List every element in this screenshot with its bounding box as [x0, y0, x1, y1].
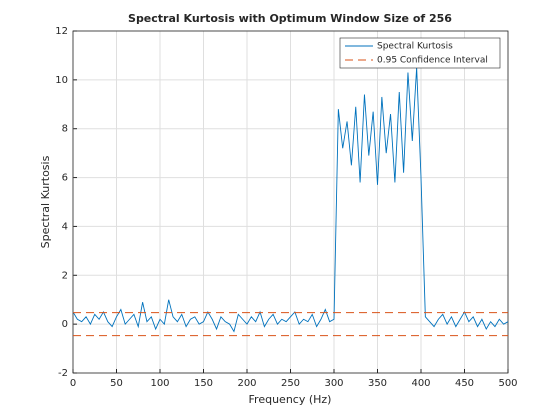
chart-title: Spectral Kurtosis with Optimum Window Si…: [128, 12, 452, 25]
y-tick-label: 2: [62, 270, 68, 281]
y-tick-label: -2: [58, 368, 68, 379]
plot-frame: [72, 30, 509, 374]
x-tick-label: 0: [70, 378, 76, 389]
x-tick-label: 500: [498, 378, 517, 389]
legend-box: [339, 37, 501, 69]
x-tick-label: 300: [324, 378, 343, 389]
data-line: [72, 67, 509, 333]
x-tick-label: 350: [368, 378, 387, 389]
y-tick-label: 12: [55, 26, 68, 37]
x-tick-label: 100: [150, 378, 169, 389]
x-tick-label: 200: [237, 378, 256, 389]
x-tick-label: 50: [110, 378, 123, 389]
y-tick-label: 4: [62, 221, 68, 232]
y-axis-label: Spectral Kurtosis: [39, 155, 52, 248]
legend-label: 0.95 Confidence Interval: [377, 56, 488, 66]
legend-label: Spectral Kurtosis: [377, 42, 453, 52]
x-tick-label: 400: [411, 378, 430, 389]
y-tick-label: 0: [62, 319, 68, 330]
x-axis-label: Frequency (Hz): [249, 393, 332, 406]
y-tick-label: 6: [62, 173, 68, 184]
x-tick-label: 150: [194, 378, 213, 389]
y-tick-label: 10: [55, 75, 68, 86]
x-tick-label: 450: [455, 378, 474, 389]
x-tick-label: 250: [281, 378, 300, 389]
y-tick-label: 8: [62, 124, 68, 135]
